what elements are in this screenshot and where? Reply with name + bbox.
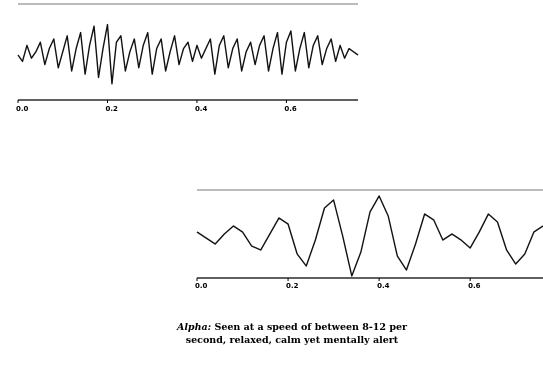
top-eeg-chart: 0.0 0.2 0.4 0.6 bbox=[16, 3, 359, 113]
top-x-tick-label: 0.4 bbox=[195, 105, 208, 113]
bottom-x-tick-label: 0.6 bbox=[468, 282, 481, 290]
bottom-x-tick-label: 0.2 bbox=[286, 282, 299, 290]
caption-term: Alpha: bbox=[176, 322, 212, 333]
top-x-tick-label: 0.6 bbox=[284, 105, 297, 113]
bottom-x-tick-label: 0.0 bbox=[195, 282, 208, 290]
top-waveform-line bbox=[17, 23, 359, 85]
caption-text: Seen at a speed of between 8-12 per seco… bbox=[185, 322, 408, 346]
top-x-tick-label: 0.0 bbox=[16, 105, 29, 113]
figure-caption: Alpha: Seen at a speed of between 8-12 p… bbox=[172, 321, 412, 347]
top-x-tick-label: 0.2 bbox=[105, 105, 118, 113]
bottom-waveform-line bbox=[196, 195, 543, 277]
bottom-x-tick-label: 0.4 bbox=[377, 282, 390, 290]
bottom-eeg-chart: 0.0 0.2 0.4 0.6 bbox=[195, 189, 543, 290]
